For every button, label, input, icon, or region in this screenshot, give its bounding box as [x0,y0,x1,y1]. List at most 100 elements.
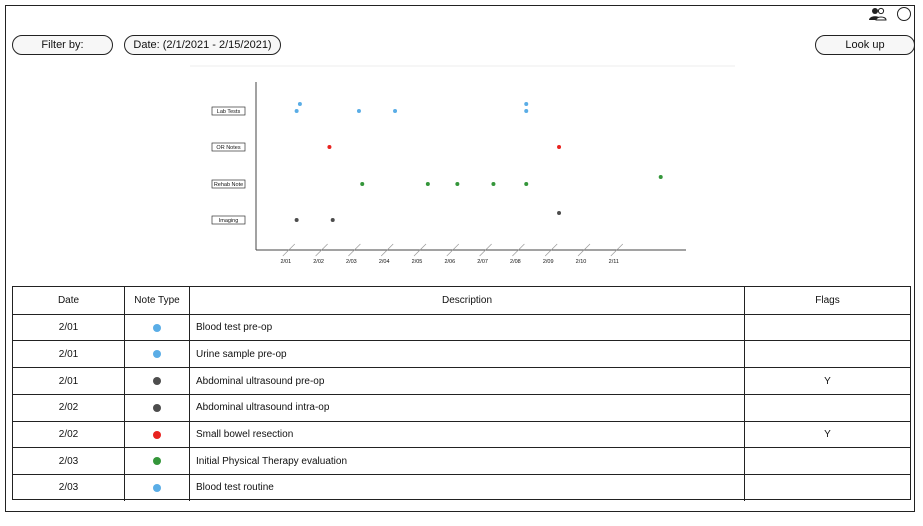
app-frame [5,5,915,512]
cell-description: Urine sample pre-op [189,341,744,368]
cell-description: Blood test pre-op [189,314,744,341]
note-type-dot [153,403,161,412]
table-header-row: Date Note Type Description Flags [13,287,910,314]
data-point[interactable] [360,182,365,186]
note-type-dot [153,377,161,386]
note-type-dot [153,430,161,439]
cell-flag [744,341,910,368]
x-tick [512,243,525,257]
x-tick-label: 2/04 [379,259,390,265]
header-date[interactable]: Date [57,295,80,306]
data-point[interactable] [557,211,562,215]
cell-description: Small bowel resection [189,421,744,448]
table-row[interactable]: 2/01 Blood test pre-op [13,313,910,341]
cell-date: 2/03 [58,482,79,494]
x-tick-label: 2/07 [477,259,488,265]
cell-description: Abdominal ultrasound intra-op [189,394,744,421]
cell-note-type [124,474,189,501]
x-tick [380,243,394,257]
x-tick [544,243,558,257]
note-type-dot [153,323,161,332]
data-point[interactable] [524,102,529,106]
x-tick-label: 2/10 [576,259,587,265]
notes-table: Date Note Type Description Flags 2/01 Blo… [12,286,911,501]
note-type-dot [153,457,161,466]
category-label-box [211,106,246,116]
data-point[interactable] [557,145,562,149]
category-label: Imaging [219,218,239,224]
cell-date: 2/02 [58,429,79,440]
cell-note-type [124,368,189,395]
table-row[interactable]: 2/03 Initial Physical Therapy evaluation [13,447,910,475]
cell-flag [744,474,910,501]
x-tick-label: 2/01 [280,259,291,265]
users-icon[interactable] [869,7,888,21]
data-point[interactable] [294,109,299,113]
data-point[interactable] [330,218,335,222]
cell-description: Abdominal ultrasound pre-op [189,368,744,395]
cell-flag [744,314,910,341]
x-tick-label: 2/09 [543,259,554,265]
table-row[interactable]: 2/02 Small bowel resection Y [13,420,910,448]
data-point[interactable] [491,182,496,186]
cell-description: Initial Physical Therapy evaluation [189,448,744,475]
table-row[interactable]: 2/03 Blood test routine [13,473,910,501]
cell-note-type [124,448,189,475]
x-tick [446,243,460,257]
category-label-box [211,179,246,189]
data-point[interactable] [327,145,332,149]
header-flags[interactable]: Flags [744,287,910,314]
x-tick [348,243,361,257]
table-row[interactable]: 2/01 Abdominal ultrasound pre-op Y [13,367,910,395]
cell-flag: Y [744,368,910,395]
cell-note-type [124,394,189,421]
cell-date: 2/01 [58,348,79,360]
category-label: Lab Tests [217,109,241,115]
table-row[interactable]: 2/01 Urine sample pre-op [13,340,910,368]
data-point[interactable] [393,109,398,113]
data-point[interactable] [658,175,663,179]
x-tick-label: 2/08 [510,259,521,265]
cell-flag [744,448,910,475]
cell-note-type [124,314,189,341]
cell-note-type [124,341,189,368]
x-tick-label: 2/06 [444,259,455,265]
x-tick [610,243,624,257]
look-up-button[interactable]: Look up [815,35,915,55]
cell-flag [744,394,910,421]
x-tick [479,243,492,257]
data-point[interactable] [294,218,299,222]
data-point[interactable] [524,182,529,186]
x-tick [413,243,427,257]
cell-date: 2/01 [58,375,79,387]
category-label-box [211,142,246,152]
note-type-dot [153,350,161,359]
x-tick [315,243,328,257]
data-point[interactable] [297,102,302,106]
data-point[interactable] [356,109,361,113]
x-tick-label: 2/05 [412,259,423,265]
note-type-dot [153,483,161,492]
x-tick [282,243,296,257]
data-point[interactable] [455,182,460,186]
filter-by-button[interactable]: Filter by: [12,35,113,55]
cell-date: 2/03 [58,455,79,467]
cell-flag: Y [744,421,910,448]
profile-circle-icon[interactable] [897,7,911,21]
category-label: OR Notes [216,145,240,151]
header-description[interactable]: Description [189,287,744,314]
x-tick-label: 2/03 [346,259,357,265]
date-range-button[interactable]: Date: (2/1/2021 - 2/15/2021) [124,35,281,55]
table-row[interactable]: 2/02 Abdominal ultrasound intra-op [13,393,910,421]
data-point[interactable] [425,182,430,186]
x-tick-label: 2/02 [313,259,324,265]
cell-note-type [124,421,189,448]
header-note-type[interactable]: Note Type [124,287,189,314]
cell-date: 2/02 [58,402,79,414]
x-tick-label: 2/11 [609,259,619,265]
category-label-box [211,215,246,225]
category-label: Rehab Note [214,182,243,188]
cell-date: 2/01 [58,322,79,334]
data-point[interactable] [524,109,529,113]
timeline-chart: Lab Tests OR Notes Rehab Note Imaging 2/01 2/… [190,65,735,265]
